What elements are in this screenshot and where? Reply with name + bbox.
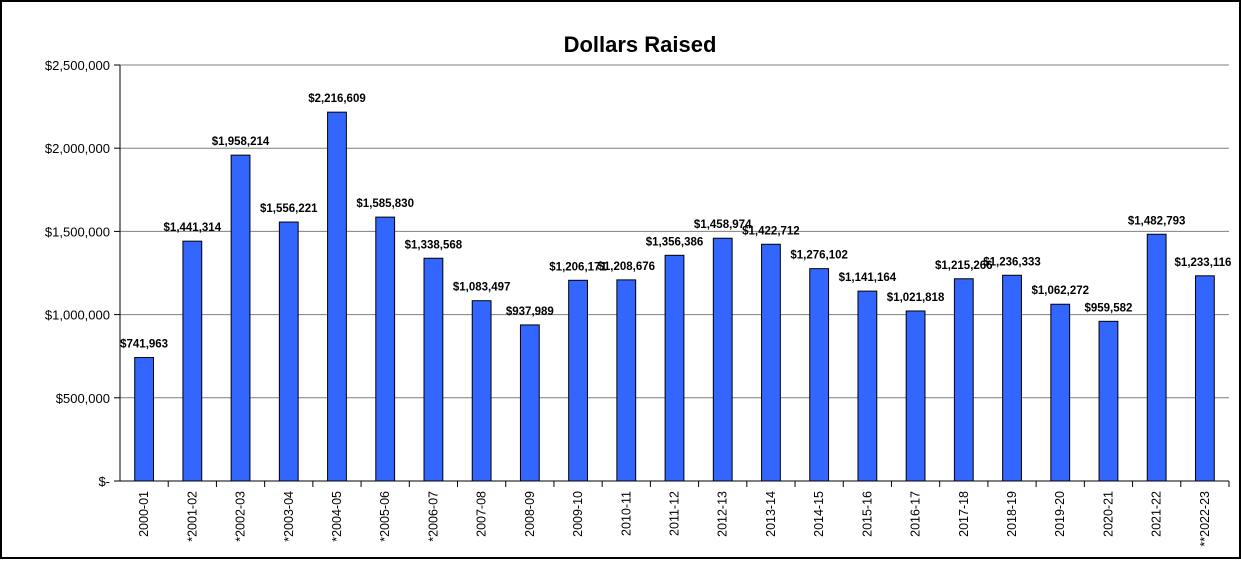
chart-title: Dollars Raised [564,32,717,57]
x-category-label: 2010-11 [619,491,633,536]
x-category-label: *2005-06 [378,491,392,542]
bar [857,290,878,482]
data-label: $1,482,793 [1128,215,1186,227]
x-category-label: 2007-08 [475,491,489,537]
x-category-label: **2022-23 [1198,491,1212,547]
bar [905,310,926,482]
bar [1098,320,1119,482]
data-labels: $741,963 $1,441,314 $1,958,214 $1,556,221 $2… [120,93,1231,350]
bar [519,324,540,482]
data-label: $1,585,830 [356,198,414,210]
bar [1194,275,1215,482]
bar [230,154,251,482]
x-category-label: 2021-22 [1150,491,1164,537]
x-category-label: 2000-01 [137,491,151,537]
bar [953,278,974,482]
data-label: $1,338,568 [405,239,463,251]
data-label: $1,458,974 [694,219,752,231]
data-label: $1,958,214 [212,136,270,148]
x-category-label: 2013-14 [764,491,778,537]
data-label: $1,206,171 [549,261,607,273]
bar [134,357,155,482]
bar [712,237,733,482]
data-label: $2,216,609 [308,93,366,105]
data-label: $1,141,164 [839,272,897,284]
y-tick-label: $500,000 [56,391,110,406]
data-label: $1,208,676 [598,261,656,273]
x-category-label: *2002-03 [234,491,248,542]
data-label: $1,441,314 [164,222,222,234]
bar [327,111,347,482]
x-axis-ticks: 2000-01 *2001-02 *2002-03 *2003-04 *2004-05 *… [137,481,1230,547]
x-category-label: 2018-19 [1005,491,1019,537]
x-category-label: 2011-12 [668,491,682,536]
data-label: $1,556,221 [260,203,318,215]
x-category-label: *2004-05 [330,491,344,542]
bar [568,279,588,482]
bar [1050,303,1071,482]
x-category-label: 2016-17 [909,491,923,537]
x-category-label: *2001-02 [185,491,199,542]
y-tick-label: $2,000,000 [45,141,110,156]
x-category-label: *2003-04 [282,491,296,542]
x-category-label: 2014-15 [812,491,826,537]
data-label: $1,215,266 [935,260,993,272]
bar [423,257,444,482]
y-tick-label: $1,500,000 [45,224,110,239]
y-tick-label: $1,000,000 [45,308,110,323]
y-tick-label: $2,500,000 [45,58,110,73]
bar [1146,233,1167,482]
bar [809,268,830,482]
x-category-label: 2015-16 [860,491,874,537]
data-label: $1,233,116 [1175,257,1232,269]
bar [471,300,492,482]
axes [119,65,1229,482]
x-category-label: 2020-21 [1101,491,1115,537]
data-label: $1,236,333 [983,256,1041,268]
y-tick-label: $- [98,474,110,489]
bar [375,216,396,482]
data-label: $959,582 [1084,302,1132,314]
bar [278,221,299,482]
x-category-label: 2019-20 [1053,491,1067,537]
x-category-label: 2012-13 [716,491,730,537]
data-label: $1,021,818 [887,292,945,304]
data-label: $1,356,386 [646,236,704,248]
data-label: $1,422,712 [742,225,800,237]
data-label: $1,083,497 [453,282,511,294]
bar [182,240,203,482]
x-category-label: 2008-09 [523,491,537,537]
bar [761,243,781,482]
y-axis-ticks: $- $500,000 $1,000,000 $1,500,000 $2,000,000… [45,58,120,489]
x-category-label: 2009-10 [571,491,585,537]
data-label: $741,963 [120,339,168,351]
data-label: $1,276,102 [790,250,848,262]
data-label: $1,062,272 [1031,285,1089,297]
data-label: $937,989 [506,306,554,318]
x-category-label: *2006-07 [426,491,440,542]
bar [664,254,685,482]
bar [1002,274,1022,482]
x-category-label: 2017-18 [957,491,971,537]
bar [616,279,637,482]
